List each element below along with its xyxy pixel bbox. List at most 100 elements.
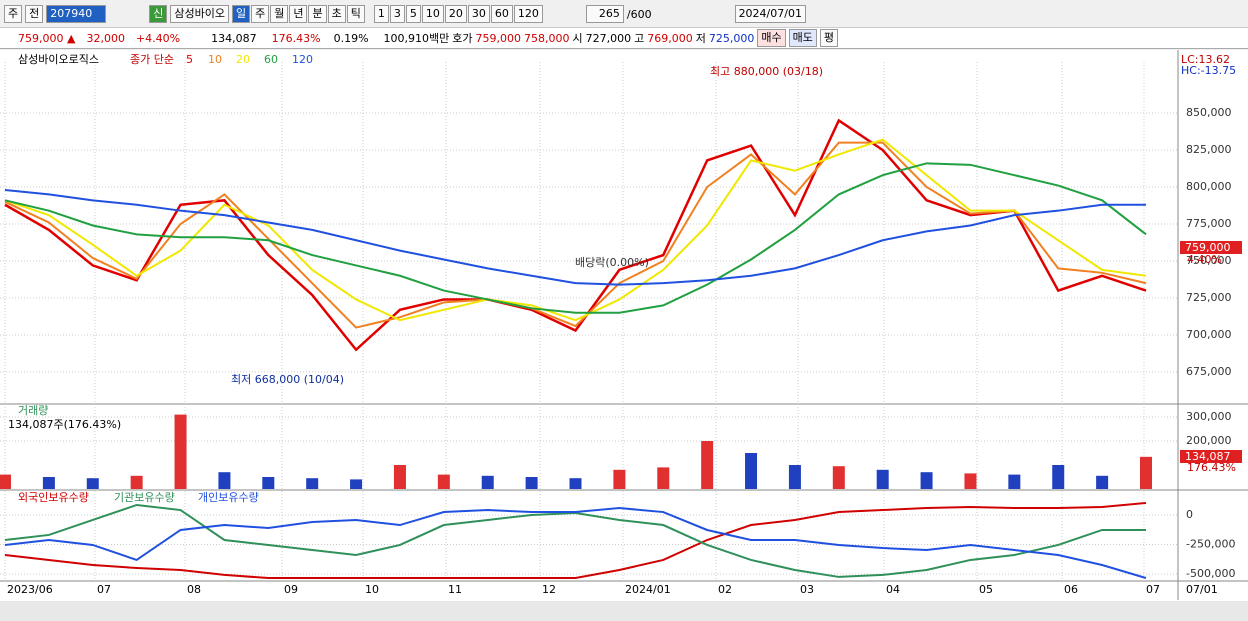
- x-tick-label: 02: [718, 583, 732, 596]
- volume-bar: [1096, 475, 1109, 489]
- interval-button[interactable]: 60: [490, 5, 513, 23]
- series-line: [4, 141, 1147, 329]
- interval-button[interactable]: 1: [373, 5, 389, 23]
- interval-button[interactable]: 30: [467, 5, 490, 23]
- last-volume: 134,087: [1185, 450, 1231, 463]
- period-button[interactable]: 일: [231, 5, 251, 23]
- annotation: 배당락(0.00%): [575, 256, 649, 269]
- change-pct: +4.40%: [135, 31, 181, 45]
- volume-bar: [218, 472, 231, 489]
- period-button[interactable]: 년: [289, 5, 308, 23]
- volume-bar: [350, 479, 363, 489]
- x-tick-label: 2024/01: [625, 583, 671, 596]
- series-line: [4, 507, 1147, 579]
- market[interactable]: 주: [4, 5, 23, 23]
- legend-entry: 60: [264, 53, 278, 66]
- period-button[interactable]: 주: [251, 5, 270, 23]
- low: 725,000: [708, 31, 755, 45]
- lc-label: LC:13.62: [1181, 53, 1230, 66]
- volume-bar: [788, 465, 801, 489]
- volume-bar: [262, 477, 275, 489]
- volume-bar: [964, 473, 977, 489]
- chart-title: 삼성바이오로직스: [18, 53, 99, 66]
- volume-bar: [1140, 456, 1152, 489]
- volume-bar: [393, 465, 406, 489]
- interval-button[interactable]: 10: [421, 5, 444, 23]
- x-tick-label: 08: [187, 583, 201, 596]
- legend-entry: 10: [208, 53, 222, 66]
- y-tick-label: 775,000: [1186, 217, 1232, 230]
- series-line: [4, 118, 1147, 352]
- interval-button[interactable]: 120: [513, 5, 543, 23]
- y-tick-label: 700,000: [1186, 328, 1232, 341]
- amount: 100,910백만: [383, 32, 450, 45]
- x-tick-label: 09: [284, 583, 298, 596]
- legend-title: 종가 단순: [130, 53, 174, 66]
- price: 759,000 ▲: [18, 31, 76, 45]
- series-line: [4, 501, 1147, 579]
- period-button[interactable]: 틱: [346, 5, 365, 23]
- y-tick-label: 850,000: [1186, 106, 1232, 119]
- eval-button[interactable]: 평: [819, 29, 839, 47]
- count-max: /600: [626, 7, 652, 21]
- volume-bar: [876, 469, 889, 489]
- change: 32,000: [86, 31, 125, 45]
- date[interactable]: 2024/07/01: [734, 5, 806, 23]
- x-axis-end: 07/01: [1186, 583, 1218, 596]
- period-button[interactable]: 월: [270, 5, 289, 23]
- series-line: [4, 162, 1147, 314]
- high: 769,000: [647, 31, 693, 45]
- volume-bar: [525, 477, 538, 489]
- panel-subtitle: 134,087주(176.43%): [8, 418, 121, 431]
- code[interactable]: 207940: [46, 5, 107, 23]
- legend-entry: 5: [186, 53, 193, 66]
- volume-bar: [569, 478, 582, 489]
- interval-button[interactable]: 5: [405, 5, 421, 23]
- y-tick-label: -250,000: [1186, 537, 1235, 550]
- count[interactable]: 265: [585, 5, 624, 23]
- period-button[interactable]: 초: [327, 5, 346, 23]
- panel-title: 거래량: [18, 404, 48, 417]
- x-tick-label: 04: [886, 583, 900, 596]
- interval-button[interactable]: 3: [389, 5, 405, 23]
- y-tick-label: 825,000: [1186, 143, 1232, 156]
- last-price: 759,000: [1185, 241, 1231, 254]
- interval-button[interactable]: 20: [444, 5, 467, 23]
- open-label: 시: [572, 32, 583, 45]
- sell-button[interactable]: 매도: [788, 29, 817, 47]
- bid: 758,000: [524, 31, 570, 45]
- x-tick-label: 03: [800, 583, 814, 596]
- scrollbar[interactable]: [0, 601, 1248, 621]
- x-tick-label: 06: [1064, 583, 1078, 596]
- legend-entry: 개인보유수량: [198, 491, 259, 504]
- y-tick-label: 300,000: [1186, 410, 1232, 423]
- high-label: 고: [634, 32, 645, 45]
- volume-bar: [1052, 465, 1065, 489]
- annotation: 최고 880,000 (03/18): [710, 65, 823, 78]
- y-tick-label: 750,000: [1186, 254, 1232, 267]
- volume-bar: [481, 475, 494, 489]
- y-tick-label: -500,000: [1186, 567, 1235, 580]
- badge: 신: [149, 5, 168, 23]
- stock-name[interactable]: 삼성바이오: [170, 5, 229, 23]
- annotation: 최저 668,000 (10/04): [231, 373, 344, 386]
- x-tick-label: 10: [365, 583, 379, 596]
- volume-bar: [613, 469, 626, 489]
- last-pct: 4.40%: [1187, 253, 1222, 266]
- open: 727,000: [585, 31, 632, 45]
- x-tick-label: 07: [97, 583, 111, 596]
- volume-bar: [832, 466, 845, 489]
- y-tick-label: 0: [1186, 508, 1193, 521]
- volume-bar: [0, 474, 11, 489]
- background: [0, 50, 1248, 621]
- chart-area: 2023/06 07 08 09 10 11 12 2024/01 02 03 04 05 06 07 07…: [0, 50, 1248, 621]
- last-price-box: [1180, 241, 1242, 254]
- quote-label: 호가: [452, 32, 473, 45]
- y-tick-label: 675,000: [1186, 365, 1232, 378]
- period-button[interactable]: 분: [308, 5, 327, 23]
- mode[interactable]: 전: [25, 5, 44, 23]
- buy-button[interactable]: 매수: [757, 29, 786, 47]
- volume-bar: [86, 478, 99, 489]
